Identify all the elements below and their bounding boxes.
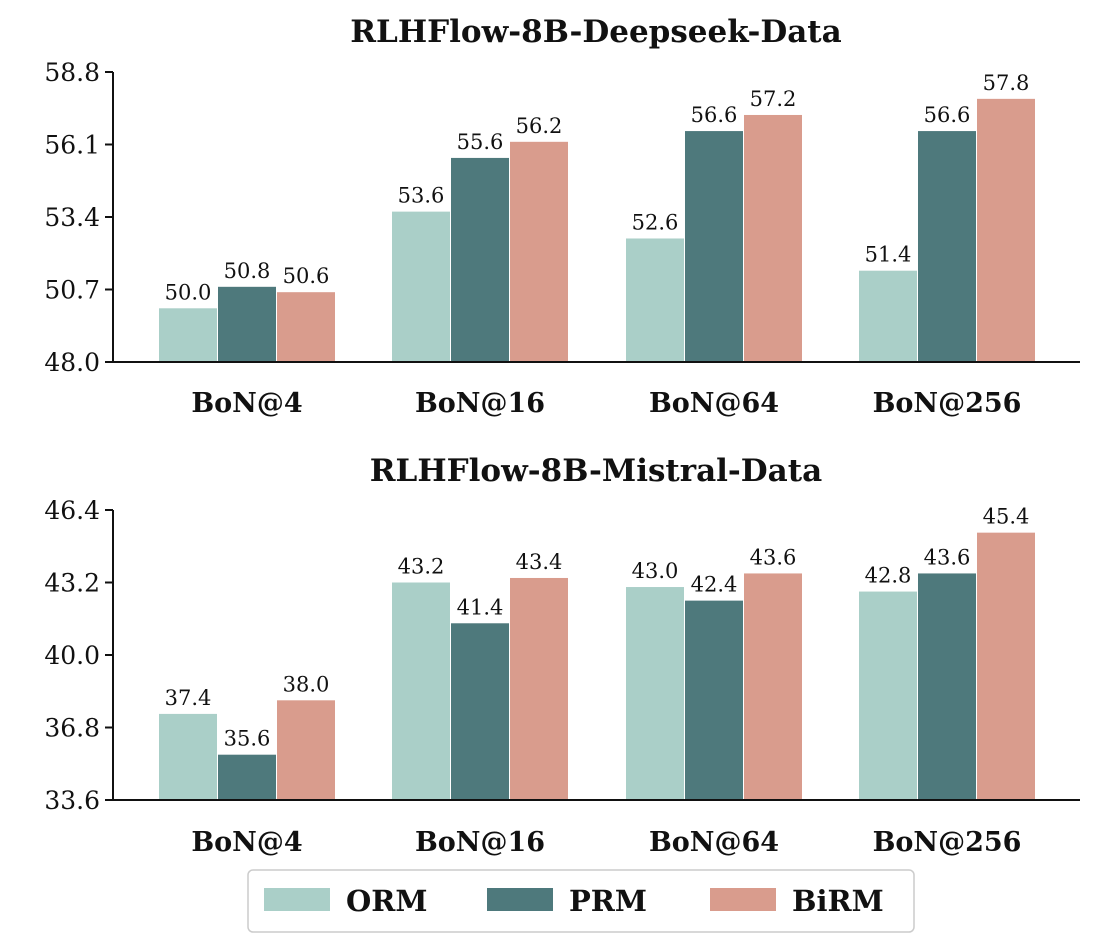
y-tick-label: 33.6 [44, 786, 100, 815]
bar-prm-bon-256 [918, 131, 976, 362]
bar-orm-bon-256 [859, 270, 917, 362]
x-tick-label-bon-16: BoN@16 [415, 827, 545, 858]
bar-birm-bon-256 [977, 98, 1035, 362]
y-tick-label: 50.7 [44, 276, 100, 305]
chart-2-panel: 37.4 35.6 38.0 BoN@4 43.2 41.4 43.4 BoN@16 43.0 4… [44, 496, 1080, 858]
y-tick-label: 56.1 [44, 131, 100, 160]
chart-1-title: RLHFlow-8B-Deepseek-Data [350, 14, 841, 50]
data-label-birm-bon-4: 38.0 [283, 672, 330, 696]
bar-birm-bon-4 [277, 700, 335, 800]
bar-orm-bon-64 [626, 238, 684, 362]
bar-orm-bon-4 [159, 308, 217, 362]
data-label-prm-bon-64: 56.6 [691, 103, 738, 127]
bar-birm-bon-64 [744, 573, 802, 800]
data-label-prm-bon-64: 42.4 [691, 573, 738, 597]
data-label-birm-bon-16: 56.2 [516, 114, 563, 138]
legend-label-birm: BiRM [792, 884, 884, 918]
bar-orm-bon-16 [392, 582, 450, 800]
data-label-orm-bon-4: 50.0 [165, 280, 212, 304]
bar-prm-bon-16 [451, 157, 509, 362]
bar-orm-bon-4 [159, 713, 217, 800]
data-label-prm-bon-4: 50.8 [224, 259, 271, 283]
bar-birm-bon-16 [510, 577, 568, 800]
data-label-birm-bon-4: 50.6 [283, 264, 330, 288]
data-label-orm-bon-256: 42.8 [865, 564, 912, 588]
y-tick-label: 40.0 [44, 641, 100, 670]
y-tick-label: 43.2 [44, 569, 100, 598]
y-tick-label: 53.4 [44, 203, 100, 232]
chart-1-panel: 50.0 50.8 50.6 BoN@4 53.6 55.6 56.2 BoN@16 52.6 5… [44, 58, 1080, 419]
data-label-prm-bon-4: 35.6 [224, 727, 271, 751]
data-label-prm-bon-16: 55.6 [457, 130, 504, 154]
data-label-birm-bon-256: 45.4 [983, 505, 1030, 529]
bar-prm-bon-64 [685, 131, 743, 362]
legend-label-prm: PRM [569, 884, 647, 918]
y-tick-label: 46.4 [44, 496, 100, 525]
data-label-prm-bon-256: 56.6 [924, 103, 971, 127]
x-tick-label-bon-16: BoN@16 [415, 388, 545, 419]
x-tick-label-bon-64: BoN@64 [649, 827, 779, 858]
data-label-birm-bon-256: 57.8 [983, 71, 1030, 95]
bar-birm-bon-256 [977, 532, 1035, 800]
data-label-birm-bon-64: 43.6 [750, 545, 797, 569]
data-label-orm-bon-64: 43.0 [632, 559, 679, 583]
data-label-orm-bon-256: 51.4 [865, 243, 912, 267]
legend-label-orm: ORM [346, 884, 427, 918]
bar-prm-bon-4 [218, 286, 276, 362]
y-tick-label: 36.8 [44, 714, 100, 743]
data-label-prm-bon-256: 43.6 [924, 545, 971, 569]
data-label-birm-bon-64: 57.2 [750, 87, 797, 111]
bar-prm-bon-4 [218, 754, 276, 800]
bar-prm-bon-16 [451, 623, 509, 800]
legend-frame [247, 869, 915, 933]
y-tick-label: 48.0 [44, 348, 100, 377]
data-label-birm-bon-16: 43.4 [516, 550, 563, 574]
bar-prm-bon-64 [685, 600, 743, 800]
chart-2-title: RLHFlow-8B-Mistral-Data [370, 453, 822, 489]
data-label-orm-bon-64: 52.6 [632, 210, 679, 234]
data-label-orm-bon-4: 37.4 [165, 686, 212, 710]
data-label-prm-bon-16: 41.4 [457, 595, 504, 619]
bar-orm-bon-16 [392, 211, 450, 362]
bar-birm-bon-64 [744, 114, 802, 363]
x-tick-label-bon-4: BoN@4 [191, 388, 302, 419]
x-tick-label-bon-256: BoN@256 [873, 388, 1022, 419]
data-label-orm-bon-16: 43.2 [398, 555, 445, 579]
data-label-orm-bon-16: 53.6 [398, 184, 445, 208]
legend-swatch-birm [710, 888, 776, 911]
x-tick-label-bon-256: BoN@256 [873, 827, 1022, 858]
bar-prm-bon-256 [918, 573, 976, 800]
bar-birm-bon-16 [510, 141, 568, 362]
legend-swatch-orm [264, 888, 330, 911]
bar-birm-bon-4 [277, 292, 335, 362]
legend: ORM PRM BiRM [247, 869, 915, 933]
y-tick-label: 58.8 [44, 58, 100, 87]
x-tick-label-bon-4: BoN@4 [191, 827, 302, 858]
legend-swatch-prm [487, 888, 553, 911]
x-tick-label-bon-64: BoN@64 [649, 388, 779, 419]
bar-orm-bon-256 [859, 591, 917, 800]
bar-orm-bon-64 [626, 587, 684, 800]
